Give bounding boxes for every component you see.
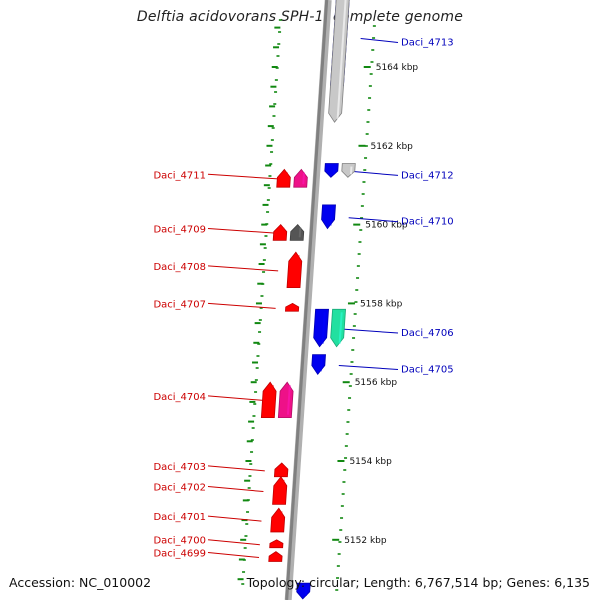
gene-highlight <box>286 385 291 415</box>
gene-label-leader <box>207 465 265 472</box>
gene-blue-forward <box>324 163 339 178</box>
gene-label-leader <box>207 395 270 402</box>
map-title: Delftia acidovorans SPH-1, complete geno… <box>136 9 464 25</box>
gene-highlight <box>329 207 333 226</box>
gene-label: Daci_4710 <box>401 217 454 228</box>
gene-magenta-reverse <box>293 168 308 188</box>
scale-tick-label: 5158 kbp <box>360 299 403 309</box>
scale-tick-label: 5154 kbp <box>349 457 392 467</box>
gene-label-leader <box>207 302 276 309</box>
gene-magenta-reverse <box>277 381 294 419</box>
gene-label-leader <box>207 227 281 234</box>
gene-label-leader <box>338 364 399 370</box>
gene-green-forward <box>330 308 346 348</box>
gene-label: Daci_4700 <box>153 536 206 547</box>
gene-highlight <box>285 172 289 185</box>
gene-highlight <box>281 479 285 502</box>
gene-label-leader <box>207 552 260 559</box>
gene-label-leader <box>207 486 264 493</box>
gene-highlight <box>349 166 353 175</box>
gene-red-reverse <box>272 476 288 505</box>
gene-label: Daci_4699 <box>153 549 206 560</box>
gene-label: Daci_4707 <box>153 299 206 310</box>
gene-label: Daci_4711 <box>153 170 206 181</box>
gene-blue-forward <box>313 308 329 348</box>
gene-red-reverse <box>272 224 288 241</box>
gene-label-leader <box>207 515 262 522</box>
gene-label: Daci_4705 <box>401 364 454 375</box>
gene-red-reverse <box>286 251 303 289</box>
gene-label: Daci_4706 <box>401 328 454 339</box>
gene-highlight <box>332 166 336 175</box>
gene-label-leader <box>207 539 260 546</box>
gene-highlight <box>319 357 323 372</box>
gene-highlight <box>281 227 285 238</box>
gene-red-reverse <box>273 462 289 478</box>
gene-highlight <box>295 255 300 285</box>
gene-label: Daci_4713 <box>401 37 454 48</box>
gene-highlight <box>269 385 274 415</box>
gene-highlight <box>302 172 306 185</box>
gene-highlight <box>279 511 283 529</box>
gene-red-reverse <box>268 551 283 562</box>
scale-tick-label: 5162 kbp <box>370 142 413 152</box>
gene-label: Daci_4708 <box>153 262 206 273</box>
gene-red-reverse <box>269 539 284 549</box>
gene-label-leader <box>348 217 399 223</box>
gene-highlight <box>321 312 326 344</box>
gene-label: Daci_4709 <box>153 224 206 235</box>
gene-label-leader <box>207 265 279 272</box>
gene-red-reverse <box>285 302 300 312</box>
gene-label-leader <box>207 173 285 180</box>
gene-label: Daci_4704 <box>153 392 206 403</box>
gene-red-reverse <box>270 507 286 533</box>
scale-tick-label: 5160 kbp <box>365 221 408 231</box>
scale-tick-label: 5152 kbp <box>344 536 387 546</box>
gene-highlight <box>282 465 286 474</box>
gene-highlight <box>336 0 347 120</box>
scale-tick-label: 5156 kbp <box>355 378 398 388</box>
gene-highlight <box>298 227 302 238</box>
gene-label-leader <box>351 170 399 176</box>
accession-text: Accession: NC_010002 <box>9 575 152 590</box>
gene-red-reverse <box>260 381 277 419</box>
gene-blue-forward <box>321 204 336 230</box>
gene-label: Daci_4703 <box>153 462 206 473</box>
gene-highlight <box>338 312 343 344</box>
gene-label: Daci_4712 <box>401 170 454 181</box>
gene-label-leader <box>341 328 399 334</box>
genome-backbone-shadow <box>285 0 329 600</box>
gene-label: Daci_4702 <box>153 483 206 494</box>
gene-lightgrey-forward <box>341 163 356 178</box>
gene-red-reverse <box>276 168 291 188</box>
gene-grey-reverse <box>289 224 305 241</box>
gene-label: Daci_4701 <box>153 512 206 523</box>
scale-tick-label: 5164 kbp <box>376 63 419 73</box>
genome-summary-text: Topology: circular; Length: 6,767,514 bp… <box>246 575 590 590</box>
gene-label-leader <box>360 37 399 43</box>
gene-highlight <box>304 586 308 596</box>
gene-blue-forward <box>311 354 326 375</box>
